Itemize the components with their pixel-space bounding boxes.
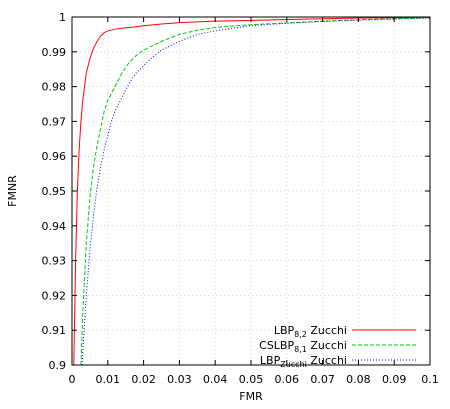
- grid-layer: [72, 17, 430, 365]
- legend-label-2: CSLBP8,1 Zucchi: [259, 339, 347, 354]
- y-tick-label: 0.96: [42, 150, 67, 163]
- series-layer: [73, 16, 431, 366]
- series-line-2: [80, 17, 431, 366]
- y-tick-label: 0.92: [42, 289, 67, 302]
- y-tick-label: 0.91: [42, 324, 67, 337]
- x-tick-label: 0.03: [167, 373, 192, 386]
- x-axis-label: FMR: [239, 390, 263, 403]
- y-tick-label: 1: [59, 11, 66, 24]
- x-tick-label: 0.09: [382, 373, 407, 386]
- series-line-1: [73, 16, 431, 366]
- y-tick-label: 0.97: [42, 115, 67, 128]
- x-tick-label: 0.05: [239, 373, 264, 386]
- x-tick-label: 0.07: [310, 373, 335, 386]
- y-axis-label: FMNR: [6, 175, 19, 207]
- legend-label-1: LBP8,2 Zucchi: [274, 324, 347, 339]
- legend-label-3: LBPZucchi Zucchi: [260, 354, 347, 369]
- series-line-3: [81, 17, 431, 366]
- y-tick-label: 0.98: [42, 81, 67, 94]
- y-tick-label: 0.99: [42, 46, 67, 59]
- y-tick-label: 0.94: [42, 220, 67, 233]
- x-tick-label: 0.04: [203, 373, 228, 386]
- tick-layer: 0 0.01 0.02 0.03 0.04 0.05 0.06 0.07 0.08 0.09 0.1…: [42, 11, 439, 386]
- x-tick-label: 0.1: [421, 373, 439, 386]
- y-tick-label: 0.93: [42, 255, 67, 268]
- x-tick-label: 0.08: [346, 373, 371, 386]
- x-tick-label: 0: [69, 373, 76, 386]
- y-tick-label: 0.95: [42, 185, 67, 198]
- x-tick-label: 0.06: [275, 373, 300, 386]
- x-tick-label: 0.02: [131, 373, 156, 386]
- x-tick-label: 0.01: [96, 373, 121, 386]
- y-tick-label: 0.9: [49, 359, 67, 372]
